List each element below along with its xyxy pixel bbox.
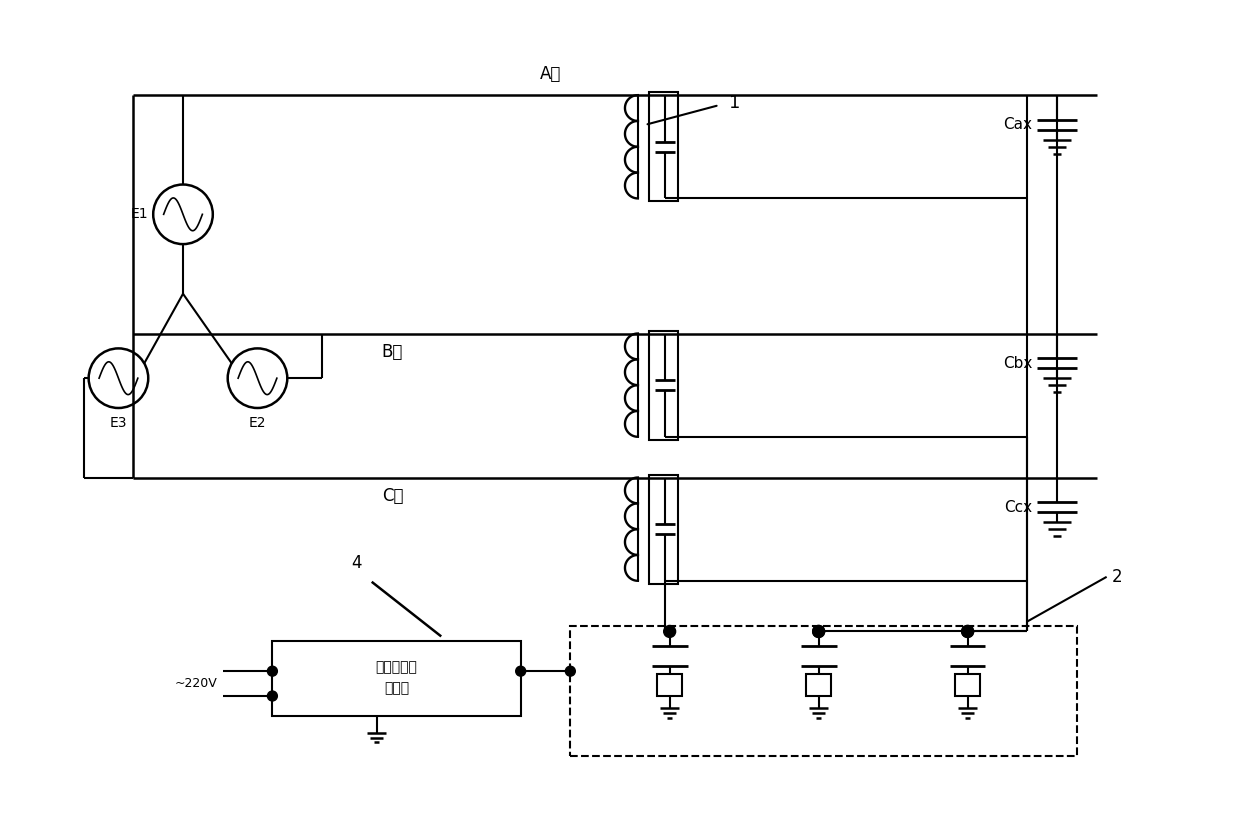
Circle shape — [812, 625, 825, 637]
Circle shape — [268, 666, 278, 676]
Bar — [955, 674, 980, 696]
Circle shape — [516, 666, 526, 676]
Bar — [273, 641, 521, 716]
Text: ~220V: ~220V — [175, 677, 218, 690]
Text: E3: E3 — [109, 416, 128, 430]
Text: Ccx: Ccx — [1004, 500, 1032, 515]
Text: A相: A相 — [539, 65, 562, 83]
Bar — [657, 674, 682, 696]
Text: 2: 2 — [1111, 567, 1122, 586]
Text: 4: 4 — [351, 554, 362, 572]
Text: B相: B相 — [382, 343, 403, 362]
Bar — [806, 674, 831, 696]
Circle shape — [962, 625, 973, 637]
Text: Cax: Cax — [1003, 117, 1032, 133]
Bar — [649, 92, 677, 202]
Circle shape — [268, 691, 278, 701]
Text: E2: E2 — [249, 416, 267, 430]
Text: 测装置: 测装置 — [384, 681, 409, 696]
Text: C相: C相 — [382, 488, 403, 506]
Circle shape — [663, 625, 676, 637]
Text: 局部放电检: 局部放电检 — [376, 659, 418, 674]
Text: 1: 1 — [729, 94, 740, 112]
Bar — [570, 627, 1076, 755]
Circle shape — [565, 666, 575, 676]
Circle shape — [812, 625, 825, 637]
Bar — [649, 475, 677, 584]
Bar — [649, 331, 677, 440]
Text: Cbx: Cbx — [1003, 356, 1032, 371]
Circle shape — [962, 625, 973, 637]
Text: E1: E1 — [130, 207, 149, 221]
